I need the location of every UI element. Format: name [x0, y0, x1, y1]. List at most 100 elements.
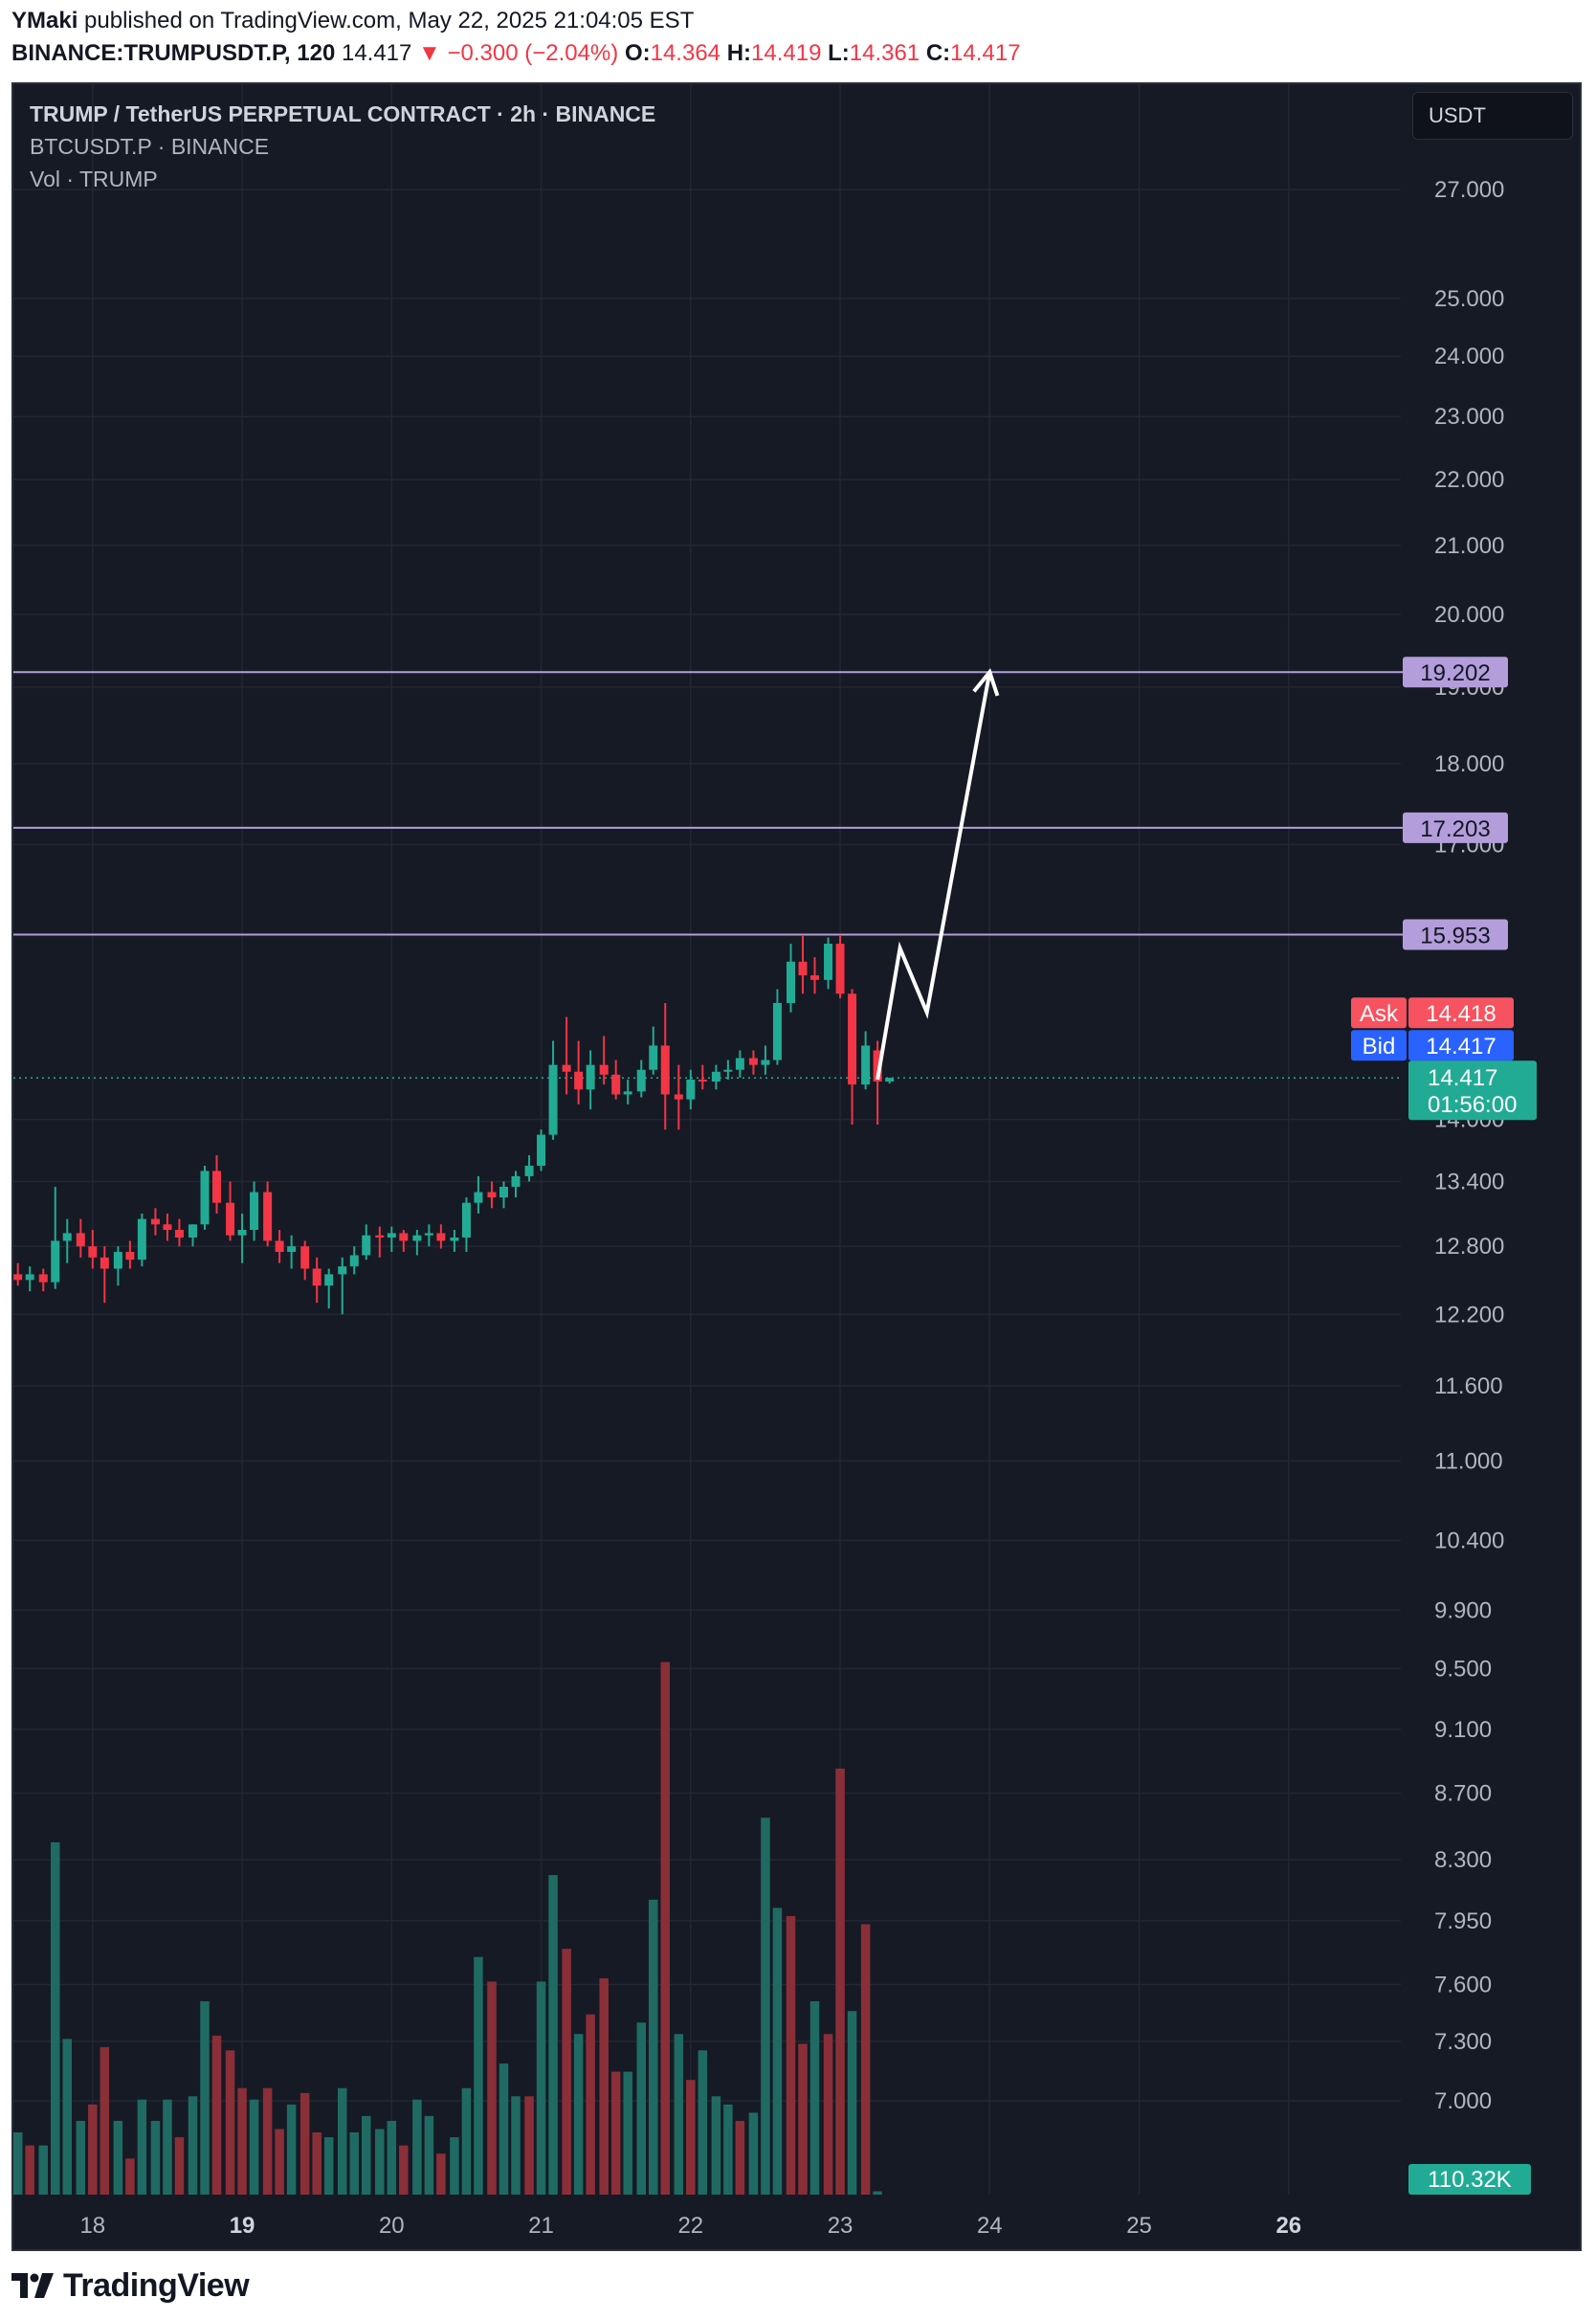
candle-body	[387, 1233, 396, 1238]
volume-bar	[548, 1875, 558, 2195]
candle-body	[450, 1238, 459, 1241]
currency-selector[interactable]: USDT	[1412, 92, 1573, 140]
publish-info: YMaki published on TradingView.com, May …	[11, 8, 694, 34]
y-axis-tick-label: 24.000	[1434, 344, 1504, 369]
level-price-label-bg[interactable]	[1403, 919, 1508, 950]
projection-arrow-head[interactable]	[972, 668, 1000, 697]
publisher-name[interactable]: YMaki	[11, 8, 78, 33]
volume-bar	[735, 2120, 745, 2195]
volume-bar	[474, 1956, 483, 2195]
legend-title[interactable]: TRUMP / TetherUS PERPETUAL CONTRACT · 2h…	[30, 101, 656, 126]
ask-tag: Ask	[1360, 1001, 1399, 1027]
candle-body	[723, 1069, 733, 1072]
volume-bar	[809, 2000, 820, 2195]
volume-bar	[312, 2131, 321, 2195]
y-axis-tick-label: 8.700	[1434, 1780, 1492, 1806]
legend-compare-symbol[interactable]: BTCUSDT.P · BINANCE	[30, 134, 270, 159]
ohlc-open-label: O:	[624, 40, 651, 66]
candle-body	[275, 1240, 284, 1253]
candle-body	[835, 944, 845, 994]
y-axis-tick-label: 21.000	[1434, 533, 1504, 559]
level-price-label: 17.203	[1420, 816, 1490, 842]
tradingview-logo[interactable]: TradingView	[11, 2266, 250, 2305]
volume-bar	[412, 2099, 422, 2195]
candle-body	[263, 1192, 273, 1241]
chart-pane[interactable]: 27.000 25.000 24.000 23.000 22.000 21.000 20.0…	[11, 82, 1582, 2251]
volume-bar	[610, 2071, 621, 2195]
volume-bar	[748, 2112, 759, 2195]
candle-body	[562, 1064, 571, 1072]
volume-bar	[113, 2120, 123, 2195]
candle-body	[174, 1229, 184, 1238]
candle-body	[250, 1192, 259, 1230]
price-chart[interactable]: 27.000 25.000 24.000 23.000 22.000 21.000 20.0…	[13, 84, 1580, 2249]
candle-body	[548, 1064, 558, 1135]
volume-bar	[761, 1818, 770, 2195]
candle-body	[38, 1274, 48, 1283]
tradingview-logo-text: TradingView	[63, 2266, 250, 2304]
volume-bar	[562, 1949, 571, 2195]
x-axis-tick-label: 21	[528, 2213, 554, 2239]
candle-body	[287, 1246, 297, 1253]
volume-bar	[237, 2087, 247, 2195]
candle-body	[188, 1224, 197, 1238]
projection-arrow-path[interactable]	[876, 671, 992, 1081]
candle-body	[660, 1045, 670, 1095]
level-price-label: 15.953	[1420, 923, 1490, 948]
ohlc-open-value: 14.364	[650, 40, 721, 66]
volume-bar	[835, 1768, 845, 2195]
y-axis-tick-label: 25.000	[1434, 286, 1504, 312]
volume-label-bg	[1408, 2164, 1531, 2195]
candle-body	[787, 961, 795, 1003]
candle-body	[636, 1069, 646, 1092]
y-axis-tick-label: 20.000	[1434, 602, 1504, 628]
volume-bar	[62, 2039, 72, 2195]
bid-tag: Bid	[1363, 1034, 1396, 1060]
candle-body	[226, 1202, 235, 1236]
volume-bar	[163, 2099, 172, 2195]
volume-bar	[275, 2129, 284, 2195]
volume-bar	[786, 1915, 796, 2195]
volume-bar	[188, 2096, 198, 2195]
volume-label: 110.32K	[1428, 2167, 1512, 2193]
candle-body	[62, 1233, 72, 1241]
volume-bar	[38, 2145, 48, 2195]
volume-bar	[262, 2087, 273, 2195]
y-axis-tick-label: 22.000	[1434, 467, 1504, 493]
volume-bar	[450, 2137, 459, 2195]
volume-bar	[636, 2022, 646, 2195]
x-axis-tick-label: 22	[677, 2213, 703, 2239]
symbol-name: BINANCE:TRUMPUSDT.P, 120	[11, 40, 336, 66]
volume-bar	[150, 2120, 161, 2195]
level-price-label-bg[interactable]	[1403, 657, 1508, 688]
price-change: ▼ −0.300 (−2.04%)	[418, 40, 619, 66]
candle-body	[674, 1094, 683, 1100]
level-price-label-bg[interactable]	[1403, 812, 1508, 843]
ask-tag-bg	[1351, 997, 1407, 1029]
candle-body	[599, 1064, 609, 1075]
candle-body	[698, 1079, 707, 1082]
volume-bar	[649, 1899, 658, 2195]
ohlc-close-value: 14.417	[950, 40, 1021, 66]
volume-bar	[174, 2137, 185, 2195]
volume-bar	[660, 1662, 670, 2195]
candle-body	[399, 1233, 409, 1241]
volume-bar	[76, 2120, 86, 2195]
candle-body	[349, 1255, 359, 1267]
volume-bar	[686, 2080, 696, 2195]
volume-bar	[623, 2071, 632, 2195]
candle-body	[649, 1045, 658, 1070]
volume-bar	[798, 2043, 808, 2195]
candle-body	[461, 1202, 471, 1238]
ask-price-bg	[1408, 997, 1514, 1029]
volume-bar	[847, 2011, 857, 2195]
volume-bar	[436, 2153, 446, 2195]
candle-body	[312, 1268, 321, 1286]
x-axis-tick-label: 18	[79, 2213, 105, 2239]
y-axis-tick-label: 18.000	[1434, 751, 1504, 777]
candle-body	[848, 993, 857, 1085]
candle-body	[375, 1235, 385, 1238]
volume-bar	[211, 2035, 222, 2195]
legend-volume[interactable]: Vol · TRUMP	[30, 167, 158, 191]
volume-bar	[323, 2137, 334, 2195]
